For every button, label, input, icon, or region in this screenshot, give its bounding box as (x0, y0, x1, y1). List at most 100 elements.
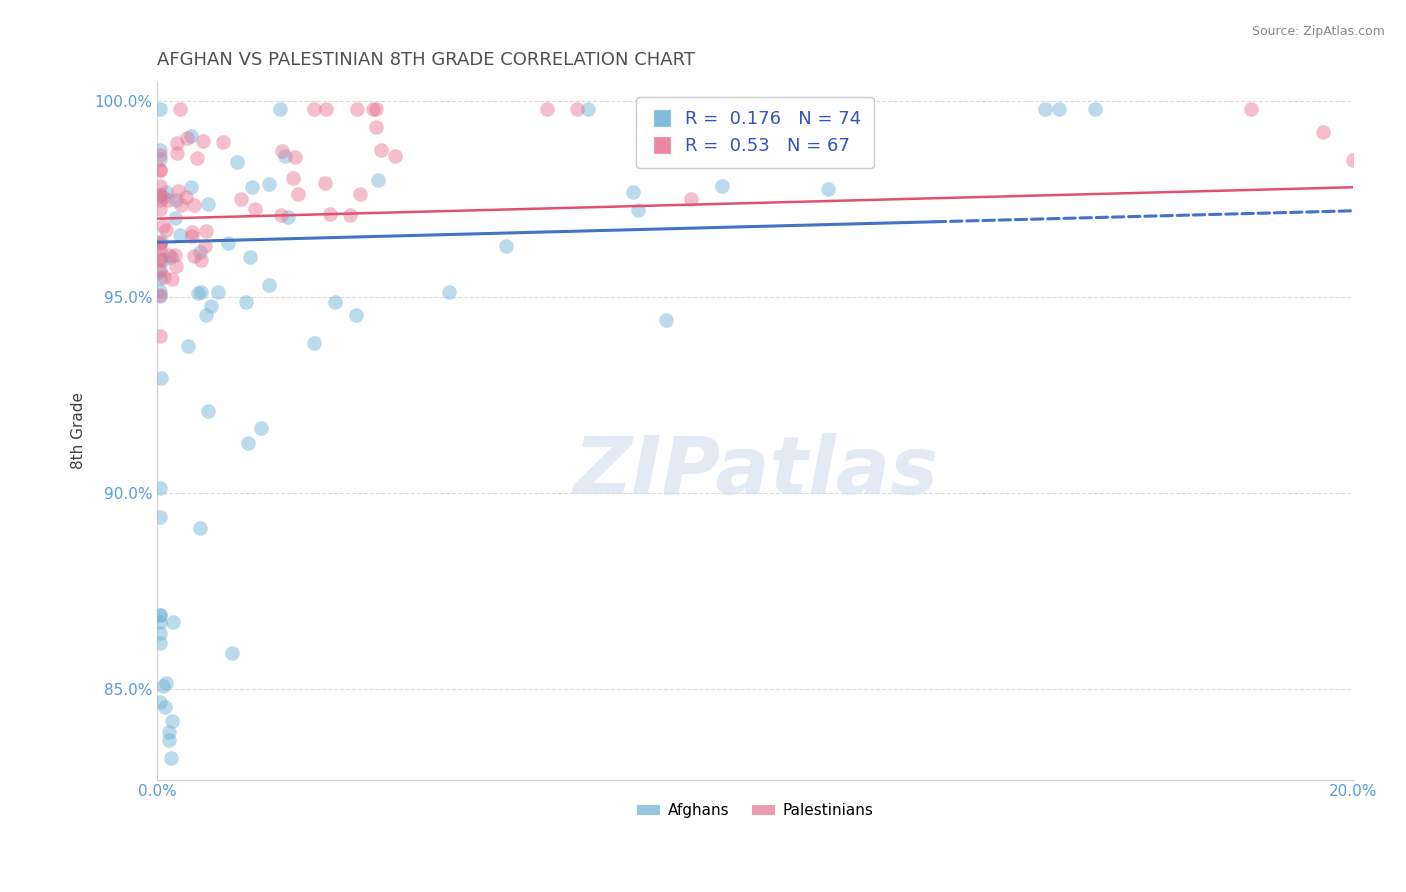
Point (576, 102, 599, 116)
Point (159, 724, 181, 739)
Point (238, 250, 260, 264)
Point (174, 190, 197, 204)
Point (323, 295, 346, 310)
Point (187, 285, 209, 300)
Point (149, 329, 172, 343)
Point (243, 202, 266, 217)
Point (257, 177, 280, 191)
Point (269, 102, 291, 116)
Point (1312, 125, 1334, 139)
Point (188, 244, 211, 259)
Point (217, 235, 239, 250)
Point (281, 171, 304, 186)
Point (153, 699, 176, 714)
Point (155, 675, 177, 690)
Text: ZIPatlas: ZIPatlas (572, 434, 938, 511)
Point (361, 102, 384, 116)
Point (346, 308, 368, 322)
Point (149, 242, 172, 256)
Point (188, 521, 211, 535)
Point (319, 207, 342, 221)
Point (370, 143, 392, 157)
Point (166, 136, 188, 150)
Point (155, 185, 177, 199)
Point (1084, 102, 1107, 116)
Point (236, 435, 259, 450)
Point (152, 252, 174, 267)
Text: AFGHAN VS PALESTINIAN 8TH GRADE CORRELATION CHART: AFGHAN VS PALESTINIAN 8TH GRADE CORRELAT… (157, 51, 696, 69)
Point (349, 187, 371, 202)
Point (169, 228, 191, 243)
Legend: Afghans, Palestinians: Afghans, Palestinians (631, 797, 880, 824)
Point (149, 481, 172, 495)
Point (162, 615, 184, 629)
Point (149, 289, 172, 303)
Point (1341, 153, 1364, 167)
Point (250, 421, 273, 435)
Point (149, 152, 172, 166)
Point (149, 102, 172, 116)
Point (170, 198, 193, 212)
Point (567, 102, 589, 116)
Point (364, 102, 387, 116)
Point (159, 750, 181, 764)
Point (149, 143, 172, 157)
Point (180, 128, 202, 143)
Point (1033, 102, 1056, 116)
Point (226, 154, 249, 169)
Point (716, 102, 738, 116)
Point (162, 271, 184, 285)
Point (711, 178, 734, 193)
Point (194, 224, 217, 238)
Point (150, 234, 173, 248)
Point (149, 263, 172, 277)
Point (302, 102, 325, 116)
Point (169, 102, 191, 116)
Point (384, 149, 406, 163)
Point (149, 607, 172, 622)
Point (186, 151, 208, 165)
Point (149, 265, 172, 279)
Point (149, 178, 172, 193)
Point (194, 239, 217, 253)
Point (149, 163, 172, 178)
Point (270, 144, 292, 158)
Point (183, 198, 205, 212)
Point (831, 102, 853, 116)
Point (654, 313, 676, 327)
Point (1240, 102, 1263, 116)
Point (200, 299, 222, 313)
Point (190, 285, 212, 299)
Point (190, 252, 212, 267)
Point (176, 130, 198, 145)
Point (197, 196, 219, 211)
Point (149, 188, 172, 202)
Point (149, 148, 172, 162)
Point (181, 229, 204, 244)
Point (165, 260, 187, 274)
Text: Source: ZipAtlas.com: Source: ZipAtlas.com (1251, 25, 1385, 38)
Point (274, 149, 297, 163)
Y-axis label: 8th Grade: 8th Grade (72, 392, 86, 469)
Point (180, 225, 202, 239)
Point (197, 404, 219, 418)
Point (235, 294, 257, 309)
Point (149, 371, 172, 385)
Point (284, 150, 307, 164)
Point (152, 189, 174, 203)
Point (152, 219, 174, 233)
Point (156, 193, 179, 207)
Point (270, 208, 292, 222)
Point (212, 135, 235, 149)
Point (495, 238, 517, 252)
Point (149, 163, 172, 178)
Point (153, 270, 176, 285)
Point (149, 695, 172, 709)
Point (177, 339, 200, 353)
Point (149, 236, 172, 251)
Point (287, 186, 309, 201)
Point (257, 277, 280, 292)
Point (621, 186, 644, 200)
Point (159, 250, 181, 264)
Point (240, 179, 263, 194)
